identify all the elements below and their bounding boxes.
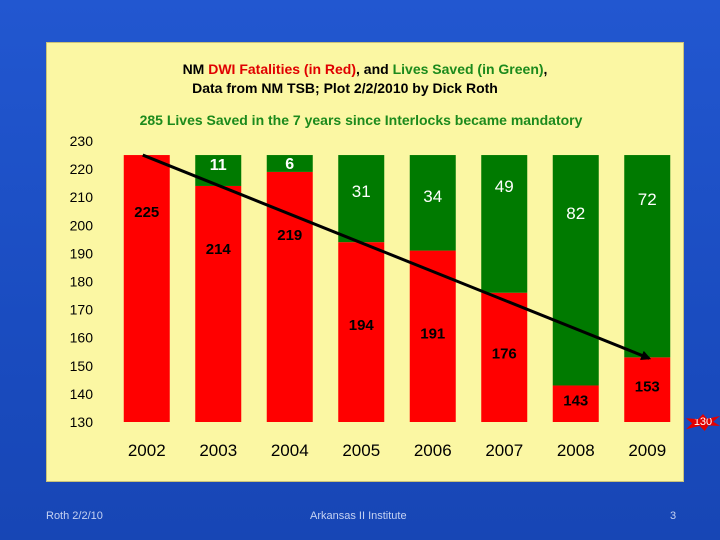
chart: NM DWI Fatalities (in Red), and Lives Sa… [70, 61, 671, 460]
bar-fatalities [624, 357, 671, 422]
title-red-part: DWI Fatalities (in Red) [208, 61, 356, 77]
x-tick-label: 2008 [557, 441, 595, 460]
bar-lives-saved [481, 155, 528, 293]
footer-page-number: 3 [670, 510, 677, 522]
bar-fatalities [266, 171, 313, 422]
data-label-lives-saved: 11 [210, 157, 227, 174]
chart-subtitle: 285 Lives Saved in the 7 years since Int… [140, 112, 583, 128]
x-tick-label: 2007 [485, 441, 523, 460]
chart-title-line2: Data from NM TSB; Plot 2/2/2010 by Dick … [192, 80, 498, 96]
chart-panel: NM DWI Fatalities (in Red), and Lives Sa… [46, 42, 684, 482]
bar-fatalities [338, 242, 385, 422]
data-label-fatalities: 153 [635, 378, 660, 395]
y-tick-label: 220 [70, 161, 94, 177]
title-green-part: Lives Saved (in Green) [393, 61, 544, 77]
data-label-fatalities: 194 [349, 317, 375, 334]
y-tick-label: 180 [70, 274, 94, 290]
data-label-fatalities: 214 [206, 241, 232, 258]
bar-lives-saved [266, 155, 313, 172]
x-tick-label: 2003 [199, 441, 237, 460]
title-middle: , and [356, 61, 393, 77]
bar-fatalities [123, 155, 170, 423]
x-tick-label: 2002 [128, 441, 166, 460]
data-label-lives-saved: 34 [423, 187, 442, 206]
data-label-lives-saved: 49 [495, 177, 514, 196]
bar-lives-saved [338, 155, 385, 243]
y-tick-label: 210 [70, 189, 94, 205]
bar-lives-saved [409, 155, 456, 251]
chart-title-line1: NM DWI Fatalities (in Red), and Lives Sa… [183, 61, 548, 77]
title-prefix: NM [183, 61, 209, 77]
data-label-fatalities: 191 [420, 326, 445, 343]
data-label-lives-saved: 82 [566, 204, 585, 223]
bar-fatalities [552, 385, 599, 422]
x-tick-label: 2004 [271, 441, 309, 460]
bar-lives-saved [624, 155, 671, 358]
data-label-fatalities: 176 [492, 346, 517, 363]
y-tick-label: 190 [70, 245, 94, 261]
y-tick-label: 140 [70, 386, 94, 402]
footer-author-date: Roth 2/2/10 [46, 510, 103, 522]
y-tick-label: 160 [70, 330, 94, 346]
bar-lives-saved [552, 155, 599, 386]
data-label-fatalities: 225 [134, 204, 159, 221]
data-label-lives-saved: 6 [285, 156, 294, 173]
x-tick-label: 2009 [628, 441, 666, 460]
y-tick-label: 170 [70, 302, 94, 318]
trend-arrow [142, 153, 652, 361]
data-label-lives-saved: 31 [352, 182, 371, 201]
y-tick-label: 230 [70, 133, 94, 149]
data-label-fatalities: 143 [563, 392, 588, 409]
data-label-fatalities: 219 [277, 227, 302, 244]
y-tick-label: 150 [70, 358, 94, 374]
y-tick-label: 200 [70, 217, 94, 233]
data-label-lives-saved: 72 [638, 190, 657, 209]
y-tick-label: 130 [70, 414, 94, 430]
title-suffix: , [544, 61, 548, 77]
bar-fatalities [195, 185, 242, 422]
footer-institute: Arkansas II Institute [310, 510, 407, 522]
x-tick-label: 2005 [342, 441, 380, 460]
x-tick-label: 2006 [414, 441, 452, 460]
bar-fatalities [481, 292, 528, 422]
